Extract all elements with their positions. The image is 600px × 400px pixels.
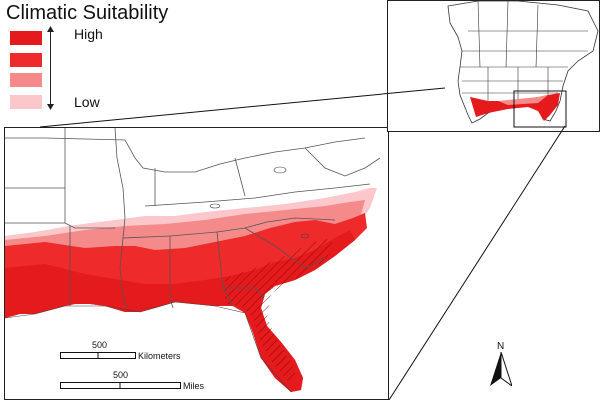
scale-miles-value: 500: [113, 370, 129, 380]
legend-arrowheads: [47, 26, 54, 110]
legend-title: Climatic Suitability: [6, 2, 169, 24]
scale-km-unit: Kilometers: [138, 351, 181, 361]
legend-swatch-low: [10, 95, 42, 109]
legend-high-label: High: [74, 26, 103, 42]
southeast-us-map: [5, 128, 381, 393]
state-boundaries: [5, 128, 381, 309]
legend-swatch-very-high: [10, 31, 42, 45]
scale-bar-kilometers: [60, 352, 136, 359]
north-arrow-label: N: [497, 341, 505, 352]
legend-low-label: Low: [74, 94, 100, 110]
legend-swatch-moderate: [10, 73, 42, 87]
inset-boundaries: [460, 1, 588, 107]
north-arrow-icon: [490, 352, 512, 386]
legend-swatch-high: [10, 53, 42, 67]
inset-map: [387, 0, 600, 132]
hatched-area: [225, 238, 335, 382]
legend-gradient-arrow: [50, 30, 51, 106]
scale-km-value: 500: [92, 340, 108, 350]
scale-miles-unit: Miles: [183, 381, 205, 391]
scale-bar-miles: [60, 382, 181, 389]
water-outlines: [209, 166, 310, 239]
north-america-map: [447, 1, 599, 128]
